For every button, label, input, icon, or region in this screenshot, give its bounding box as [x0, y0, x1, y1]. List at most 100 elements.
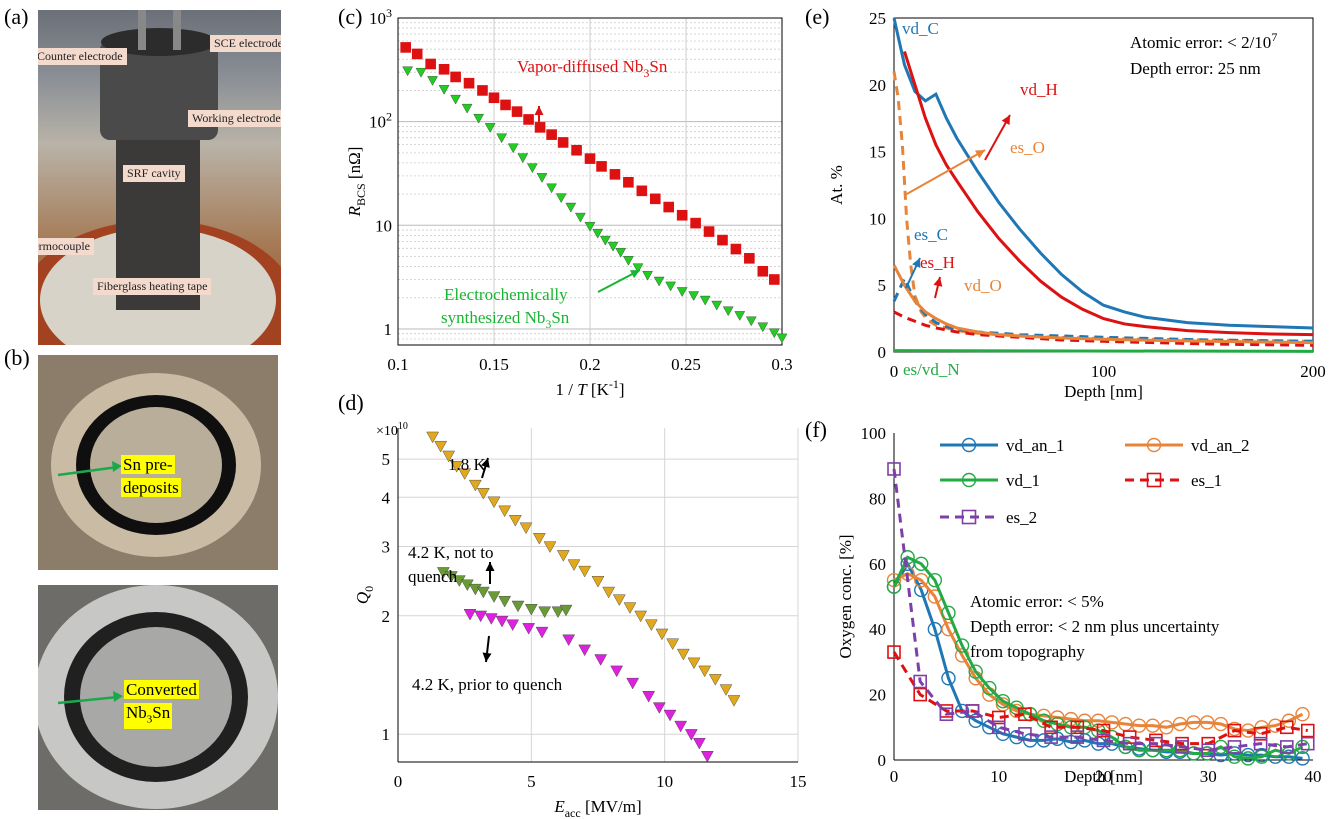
vd_an_2-point	[1172, 716, 1188, 732]
q0-triangle-point	[578, 644, 592, 657]
y-tick-label: 1	[384, 320, 393, 339]
green-triangle-point	[665, 281, 676, 292]
label-es-c: es_C	[914, 225, 948, 244]
x-axis-label: Eacc [MV/m]	[553, 797, 641, 819]
line-es-vd_N	[893, 349, 1314, 353]
sn-text: Sn	[152, 703, 171, 722]
q0-triangle-point	[498, 596, 512, 608]
q0-triangle-point	[543, 541, 557, 553]
es_2-point	[1018, 727, 1032, 741]
green-triangle-point	[546, 183, 557, 194]
q0-triangle-point	[610, 665, 624, 678]
arrow-converted	[57, 695, 119, 705]
ann-es-main: synthesized Nb	[441, 308, 545, 327]
red-square-point	[411, 48, 423, 60]
red-square-point	[546, 129, 557, 140]
arrow-electrochem-head	[629, 270, 640, 279]
vd_an_2-point	[1159, 720, 1174, 735]
q0-triangle-point	[692, 737, 706, 750]
label-counter-electrode: Counter electrode	[38, 48, 127, 65]
y-tick-label: 20	[869, 686, 886, 705]
label-vd-h: vd_H	[1020, 80, 1058, 99]
photo-sn-predeposits: Sn pre- deposits	[38, 355, 278, 570]
vd_an_1-point	[1036, 733, 1051, 748]
red-square-point	[463, 77, 475, 89]
red-square-point	[730, 243, 742, 255]
nb-text: Nb	[126, 703, 147, 722]
xl-var: T	[577, 380, 588, 399]
vd_an_2-point	[1295, 707, 1310, 722]
annotation-4p2k-not-2: quench	[408, 567, 458, 586]
legend-marker-es_2	[961, 509, 977, 525]
q0-triangle-point	[698, 665, 712, 678]
red-square-point	[450, 71, 461, 83]
es_1-point	[1096, 723, 1111, 738]
green-triangle-point	[592, 228, 604, 239]
red-square-point	[609, 169, 621, 180]
y-tick-label: 4	[382, 488, 391, 507]
red-square-point	[757, 265, 769, 277]
label-thermocouple: Thermocouple	[38, 238, 94, 255]
red-square-point	[676, 209, 688, 221]
green-triangle-point	[711, 300, 723, 311]
legend-marker-vd_an_1	[961, 437, 977, 453]
note-depth-error: Depth error: < 2 nm plus uncertainty	[970, 617, 1220, 636]
label-converted-1: Converted	[124, 680, 199, 699]
y-tick-label: 10	[375, 216, 392, 235]
y-tick-label: 15	[869, 143, 886, 162]
green-triangle-point	[688, 291, 700, 301]
q0-triangle-point	[684, 729, 698, 741]
x-tick-label: 200	[1300, 362, 1326, 381]
green-triangle-point	[734, 311, 746, 321]
vd_an_2-point	[1268, 718, 1283, 733]
red-square-point	[596, 161, 607, 172]
q0-triangle-point	[426, 431, 440, 444]
label-srf-cavity: SRF cavity	[123, 165, 185, 182]
yl-sub: 0	[362, 586, 376, 592]
es_2-point	[1175, 740, 1189, 754]
es_2-point	[965, 704, 980, 718]
green-triangle-point	[584, 222, 596, 232]
y-tick-label: 10	[869, 209, 886, 228]
q0-triangle-point	[652, 702, 666, 714]
q0-triangle-point	[612, 594, 626, 606]
panel-label-a: (a)	[4, 4, 29, 29]
x-tick-label: 0	[890, 767, 899, 786]
es_2-point	[1253, 736, 1268, 751]
note-atomic-error: Atomic error: < 5%	[970, 592, 1104, 611]
yl-var: Q	[353, 592, 372, 604]
q0-triangle-point	[498, 505, 512, 518]
line-es_O	[892, 71, 1314, 343]
q0-triangle-point	[634, 610, 648, 623]
q0-triangle-point	[511, 600, 525, 613]
q0-triangle-point	[487, 591, 501, 603]
green-triangle-point	[699, 295, 711, 306]
legend-label-vd_an_2: vd_an_2	[1191, 436, 1250, 455]
x-tick-label: 15	[790, 772, 807, 791]
annotation-4p2k-prior: 4.2 K, prior to quench	[412, 675, 563, 694]
q0-triangle-point	[522, 623, 536, 635]
es_1-point	[1300, 723, 1315, 738]
green-triangle-point	[722, 306, 734, 317]
xl-sub: acc	[565, 806, 581, 819]
green-triangle-point	[402, 66, 413, 77]
electrode-rod-shape	[138, 10, 146, 50]
ann-vd-main: Vapor-diffused Nb	[517, 57, 643, 76]
arrow-vd-h-head	[1001, 115, 1010, 126]
x-tick-label: 0.2	[579, 355, 600, 374]
xl-post: [K	[587, 380, 610, 399]
line-vd_O	[892, 264, 1314, 345]
vd_1-point	[941, 605, 956, 621]
x-axis-label: Depth [nm]	[1064, 382, 1143, 401]
q0-triangle-point	[463, 609, 477, 621]
q0-triangle-point	[623, 602, 637, 614]
x-tick-label: 0	[394, 772, 403, 791]
green-triangle-point	[555, 193, 567, 204]
red-square-point	[636, 185, 648, 197]
y-tick-label: 80	[869, 489, 886, 508]
chart-f-oxygen: 0 10 20 30 40 0 20 40 60 80 100 Depth [nm] Oxygen co…	[836, 424, 1322, 786]
green-triangle-point	[536, 173, 548, 183]
line-es_2	[892, 468, 1308, 752]
y-axis-label-group: RBCS [nΩ]	[345, 147, 368, 218]
green-triangle-point	[450, 94, 461, 105]
